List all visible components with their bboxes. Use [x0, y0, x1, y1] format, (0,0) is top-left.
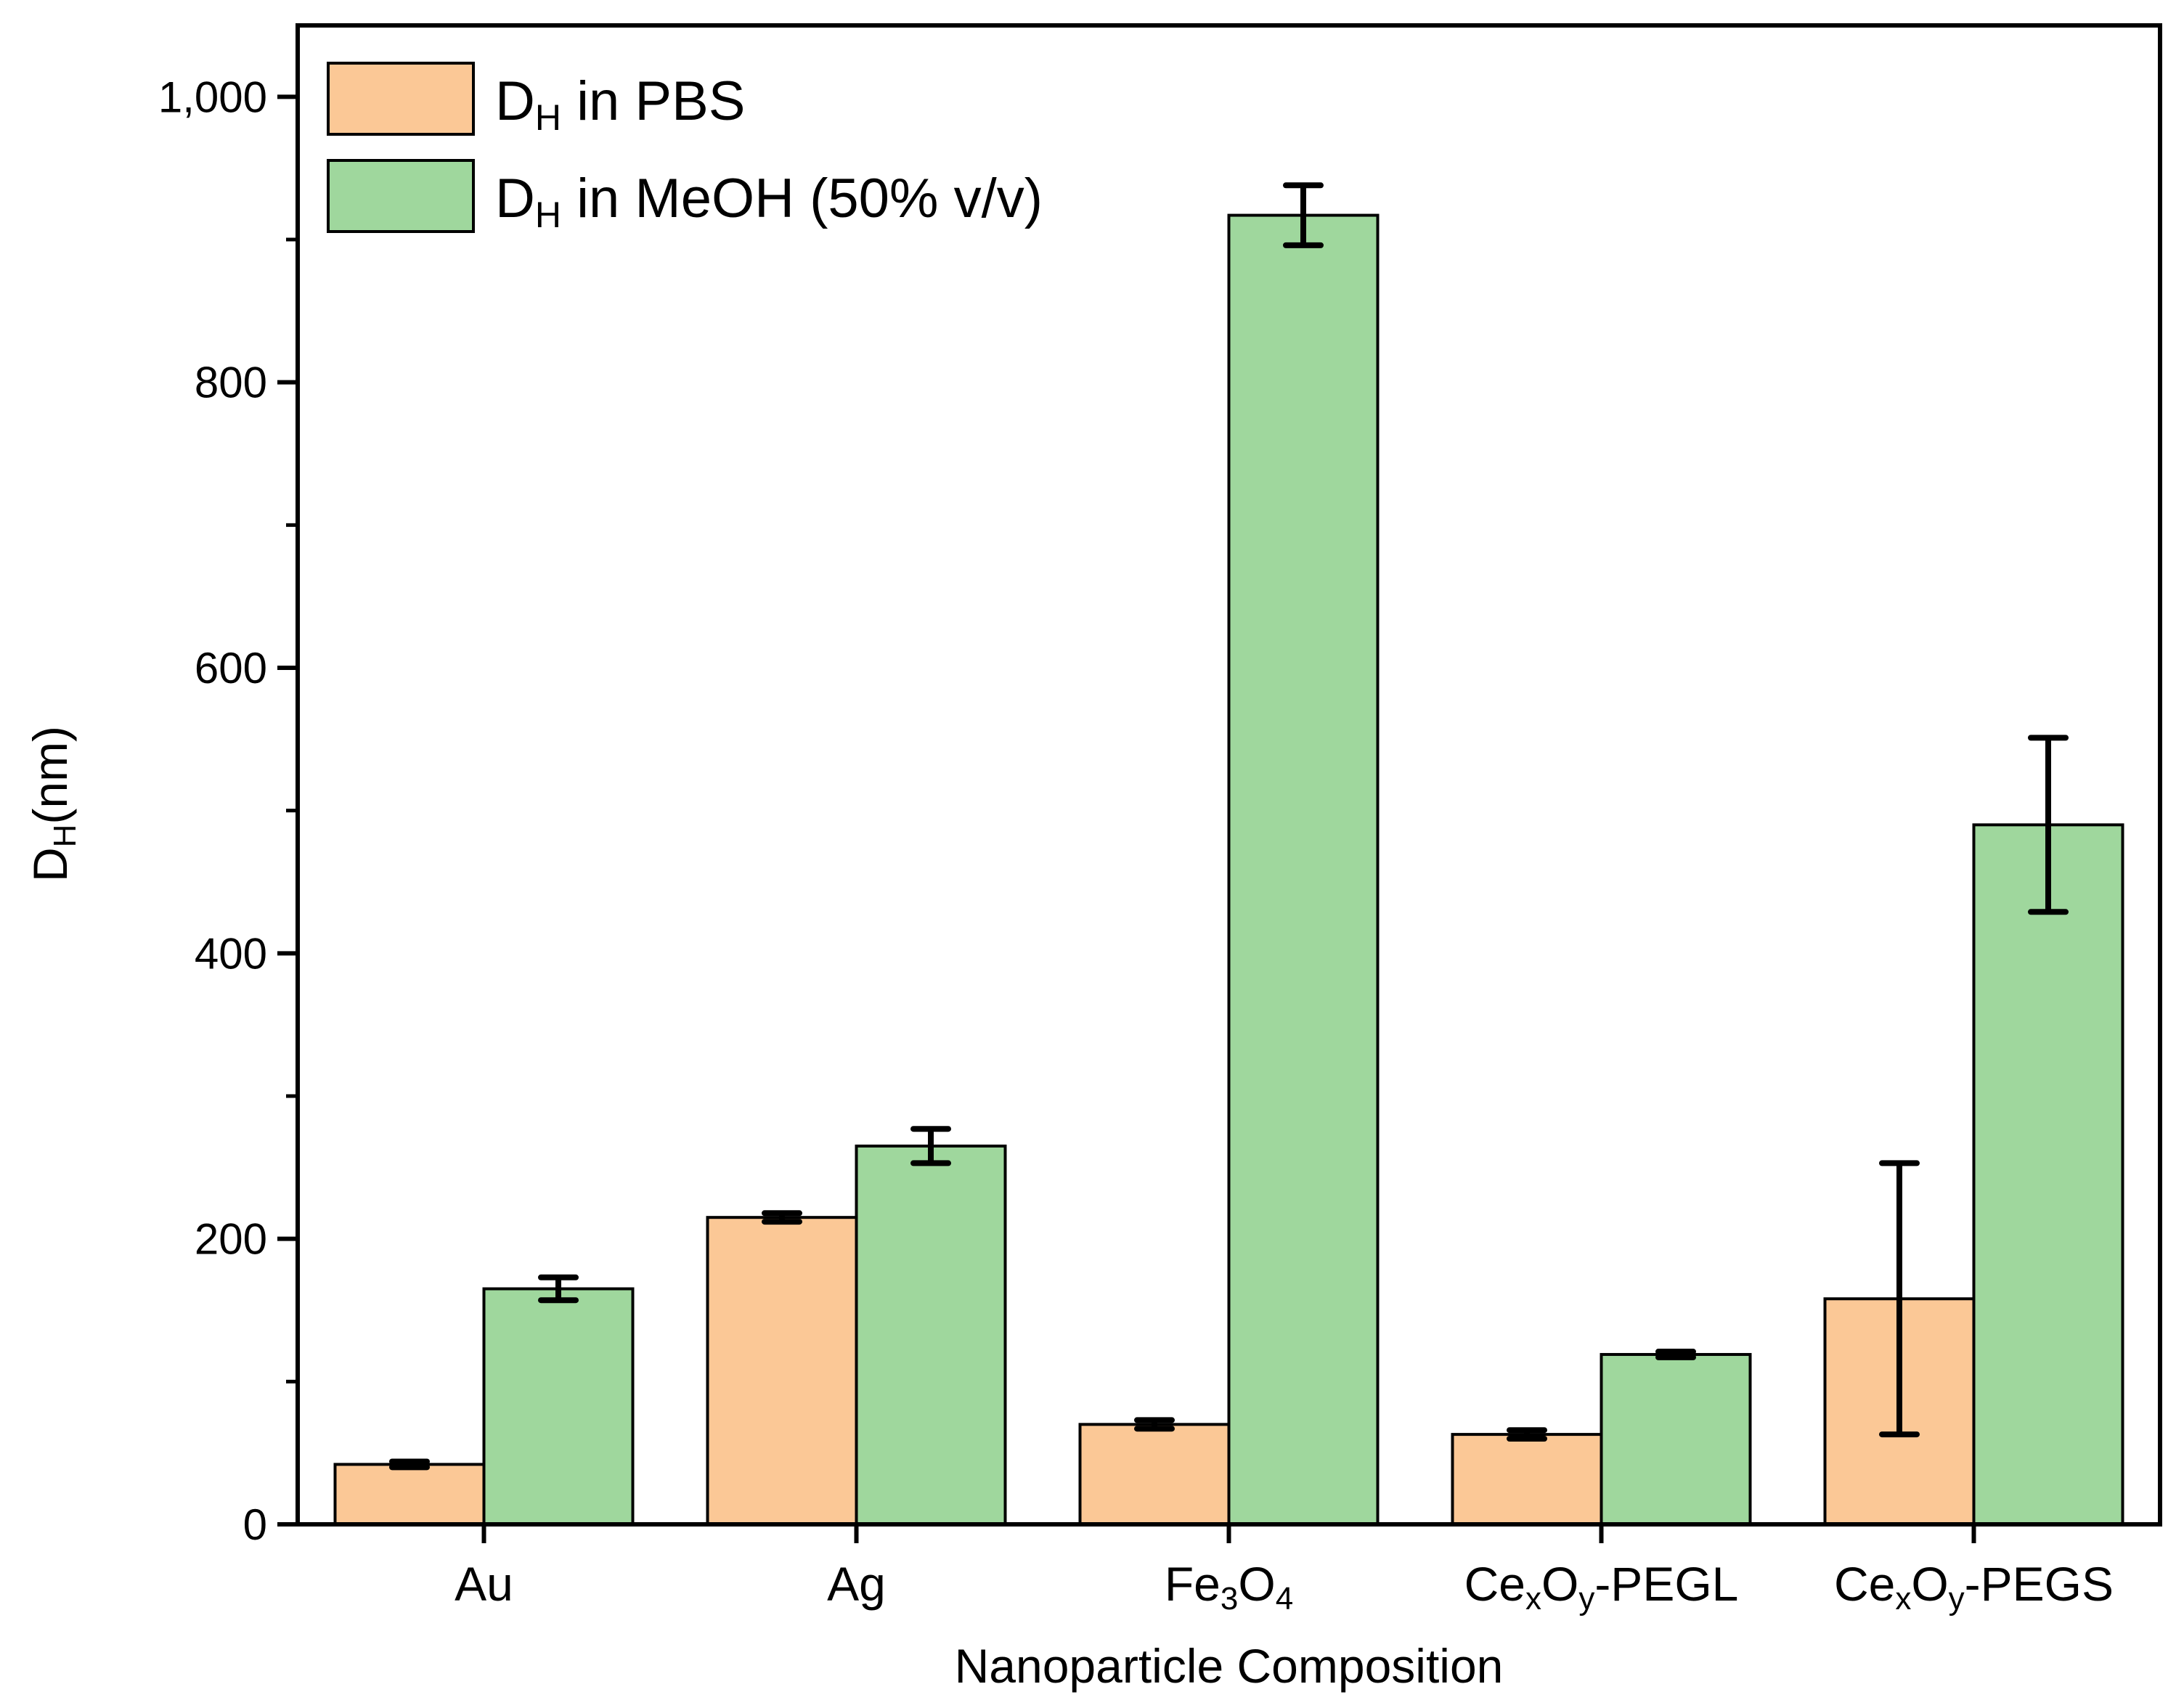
error-bar-meoh-1 [910, 1126, 951, 1166]
x-tick-label-0: Au [455, 1557, 513, 1611]
error-bar-pbs-4 [1879, 1160, 1920, 1438]
x-tick-label-3: CexOy-PEGL [1464, 1557, 1739, 1617]
error-bar-pbs-2 [1134, 1417, 1175, 1432]
legend-swatch-1 [327, 159, 475, 233]
error-bar-pbs-1 [762, 1210, 802, 1225]
y-tick-label-600: 600 [195, 644, 267, 692]
x-axis: Au Ag Fe3O4 CexOy-PEGL CexOy-PEGS [455, 1524, 2114, 1617]
legend: DH in PBS DH in MeOH (50% v/v) [327, 62, 1043, 235]
y-tick-label-400: 400 [195, 929, 267, 978]
bar-pbs-2 [1078, 1423, 1231, 1527]
bar-meoh-0 [482, 1287, 635, 1526]
y-tick-label-0: 0 [243, 1500, 267, 1549]
legend-item-1: DH in MeOH (50% v/v) [327, 159, 1043, 235]
error-bar-meoh-0 [538, 1274, 579, 1304]
bar-meoh-2 [1227, 213, 1380, 1527]
error-bar-meoh-4 [2028, 735, 2069, 915]
x-tick-label-4: CexOy-PEGS [1834, 1557, 2114, 1617]
bar-meoh-1 [855, 1144, 1007, 1527]
bar-pbs-3 [1451, 1433, 1603, 1526]
x-axis-title: Nanoparticle Composition [955, 1639, 1504, 1693]
x-tick-label-2: Fe3O4 [1165, 1557, 1293, 1617]
x-tick-label-1: Ag [827, 1557, 886, 1611]
y-axis-title: DH(nm) [23, 726, 83, 882]
error-bar-meoh-3 [1655, 1349, 1696, 1360]
error-bar-pbs-0 [389, 1458, 430, 1471]
bar-meoh-4 [1972, 823, 2124, 1527]
bar-pbs-0 [333, 1463, 486, 1527]
bar-meoh-3 [1600, 1352, 1752, 1527]
y-tick-label-200: 200 [195, 1215, 267, 1264]
y-axis: 0 200 400 600 800 1,000 [158, 73, 298, 1549]
y-tick-label-1000: 1,000 [158, 73, 267, 121]
error-bar-pbs-3 [1507, 1427, 1547, 1442]
legend-label-1: DH in MeOH (50% v/v) [495, 168, 1043, 235]
legend-swatch-0 [327, 62, 475, 136]
error-bars-layer [389, 182, 2069, 1471]
bars-layer [333, 213, 2124, 1527]
legend-item-0: DH in PBS [327, 62, 745, 138]
y-tick-label-800: 800 [195, 359, 267, 407]
error-bar-meoh-2 [1283, 182, 1324, 248]
legend-label-0: DH in PBS [495, 70, 745, 138]
bar-pbs-1 [706, 1216, 858, 1526]
